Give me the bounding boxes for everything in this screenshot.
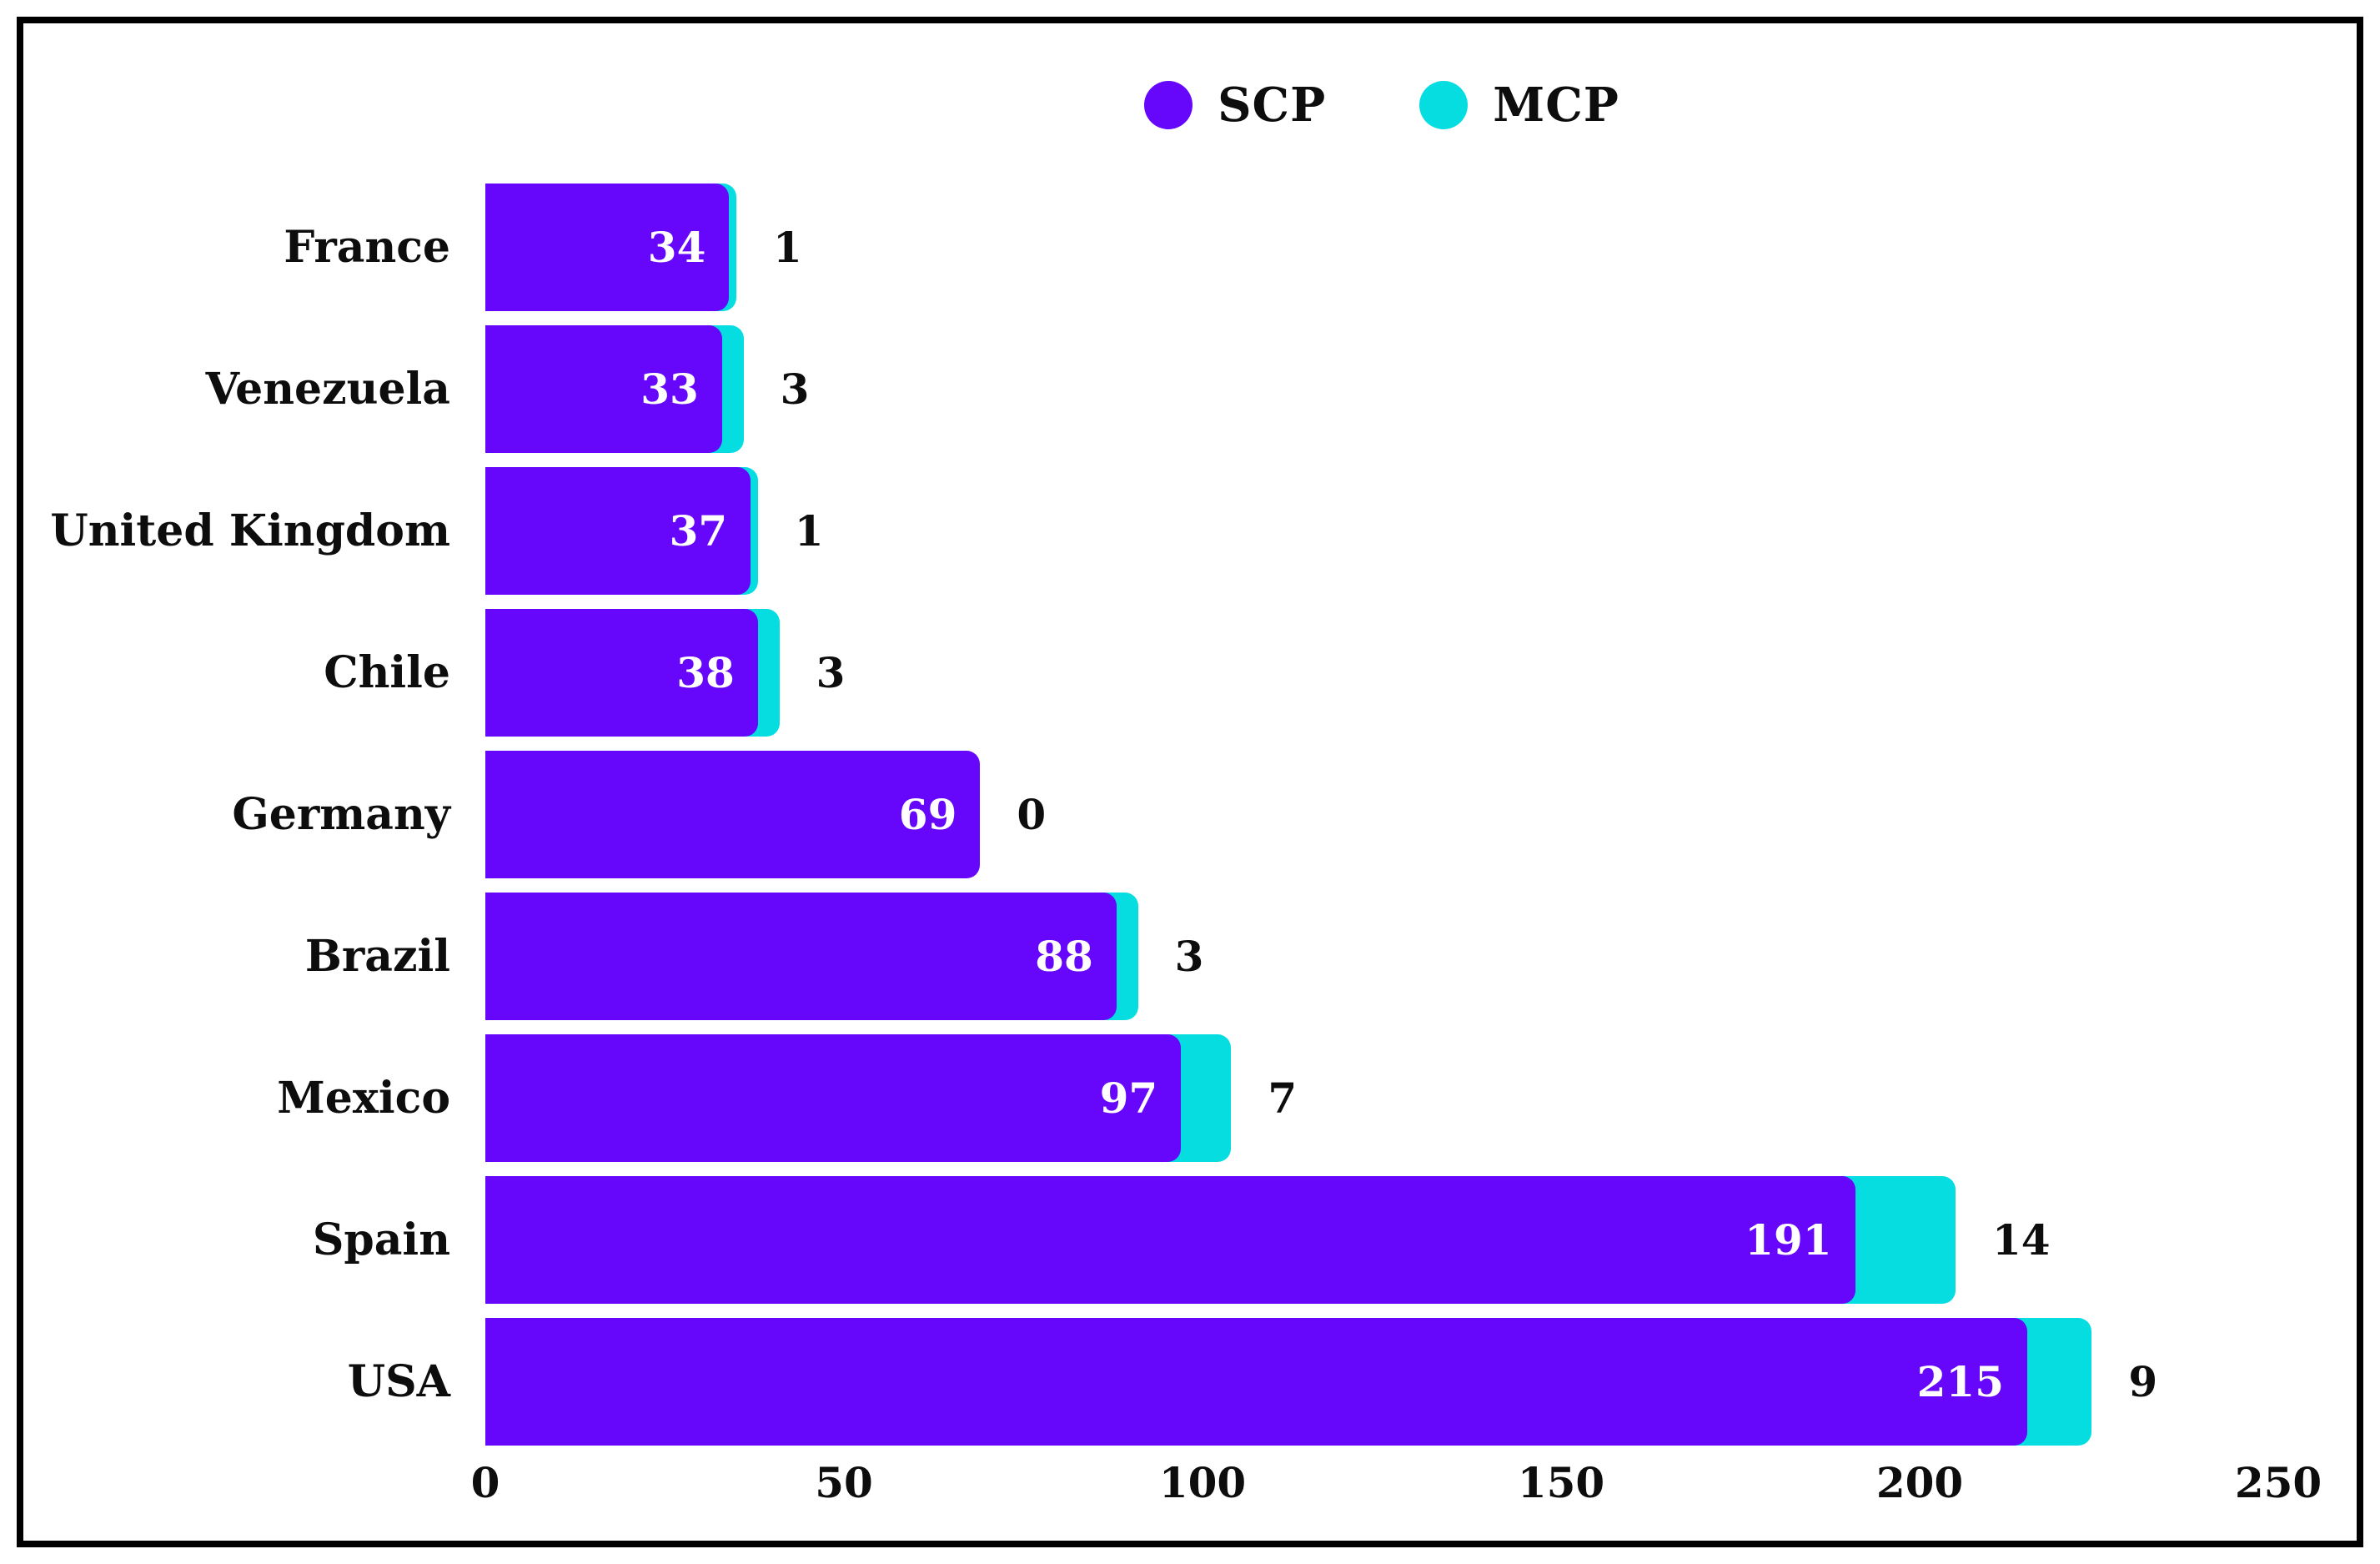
bar-group: 88 3 [485, 893, 1203, 1020]
bar-row: United Kingdom 37 1 [0, 467, 2380, 595]
scp-bar-segment: 34 [485, 184, 730, 311]
scp-bar-segment: 191 [485, 1176, 1855, 1304]
bar-group: 34 1 [485, 184, 802, 311]
scp-value-label: 34 [647, 223, 706, 272]
legend-label-scp: SCP [1218, 78, 1327, 133]
scp-value-label: 38 [676, 648, 735, 697]
bar-group: 215 9 [485, 1318, 2157, 1446]
bar-group: 33 3 [485, 325, 809, 453]
x-axis: 0 50 100 150 200 250 [0, 1458, 2380, 1516]
mcp-swatch-icon [1419, 81, 1469, 129]
scp-bar-segment: 97 [485, 1034, 1182, 1162]
mcp-value-label: 3 [1174, 932, 1204, 981]
scp-swatch-icon [1144, 81, 1193, 129]
category-label: Venezuela [205, 364, 450, 415]
category-label: Chile [324, 647, 450, 698]
category-label: United Kingdom [50, 505, 450, 556]
scp-bar-segment: 215 [485, 1318, 2027, 1446]
mcp-value-label: 3 [816, 648, 846, 697]
category-label: Germany [232, 789, 450, 840]
scp-value-label: 69 [898, 790, 957, 839]
x-axis-tick-label: 250 [2234, 1458, 2322, 1507]
bar-group: 191 14 [485, 1176, 2051, 1304]
bar-group: 69 0 [485, 751, 1046, 878]
bar-row: Venezuela 33 3 [0, 325, 2380, 453]
bar-row: France 34 1 [0, 184, 2380, 311]
x-axis-tick-label: 0 [470, 1458, 500, 1507]
legend-label-mcp: MCP [1493, 78, 1619, 133]
legend-item-mcp: MCP [1419, 78, 1619, 133]
bar-group: 37 1 [485, 467, 824, 595]
bar-group: 97 7 [485, 1034, 1297, 1162]
category-label: Spain [312, 1214, 450, 1265]
bar-row: Chile 38 3 [0, 609, 2380, 737]
scp-bar-segment: 33 [485, 325, 722, 453]
scp-value-label: 33 [640, 365, 699, 414]
category-label: USA [347, 1356, 450, 1407]
scp-bar-segment: 69 [485, 751, 981, 878]
mcp-bar-segment [1841, 1176, 1956, 1304]
mcp-value-label: 1 [772, 223, 802, 272]
mcp-value-label: 7 [1268, 1074, 1298, 1123]
bar-row: Germany 69 0 [0, 751, 2380, 878]
bar-row: USA 215 9 [0, 1318, 2380, 1446]
legend: SCP MCP [485, 72, 2278, 138]
scp-bar-segment: 37 [485, 467, 751, 595]
mcp-value-label: 9 [2128, 1357, 2158, 1406]
mcp-value-label: 1 [794, 506, 824, 556]
mcp-value-label: 14 [1991, 1215, 2051, 1265]
scp-value-label: 37 [669, 506, 728, 556]
x-axis-tick-label: 200 [1875, 1458, 1964, 1507]
category-label: Brazil [304, 931, 450, 982]
scp-value-label: 88 [1035, 932, 1093, 981]
category-label: Mexico [277, 1073, 450, 1124]
mcp-value-label: 3 [780, 365, 810, 414]
bar-group: 38 3 [485, 609, 845, 737]
scp-value-label: 191 [1745, 1215, 1832, 1265]
bar-rows: France 34 1 Venezuela 33 3 United Kingdom 37 1 Ch… [0, 184, 2380, 1460]
scp-bar-segment: 88 [485, 893, 1117, 1020]
legend-item-scp: SCP [1144, 78, 1326, 133]
bar-row: Mexico 97 7 [0, 1034, 2380, 1162]
x-axis-tick-label: 100 [1158, 1458, 1247, 1507]
x-axis-tick-label: 150 [1517, 1458, 1605, 1507]
category-label: France [284, 222, 450, 273]
bar-row: Spain 191 14 [0, 1176, 2380, 1304]
x-axis-tick-label: 50 [815, 1458, 873, 1507]
scp-value-label: 97 [1099, 1074, 1158, 1123]
scp-value-label: 215 [1916, 1357, 2004, 1406]
mcp-value-label: 0 [1017, 790, 1047, 839]
bar-row: Brazil 88 3 [0, 893, 2380, 1020]
scp-bar-segment: 38 [485, 609, 758, 737]
